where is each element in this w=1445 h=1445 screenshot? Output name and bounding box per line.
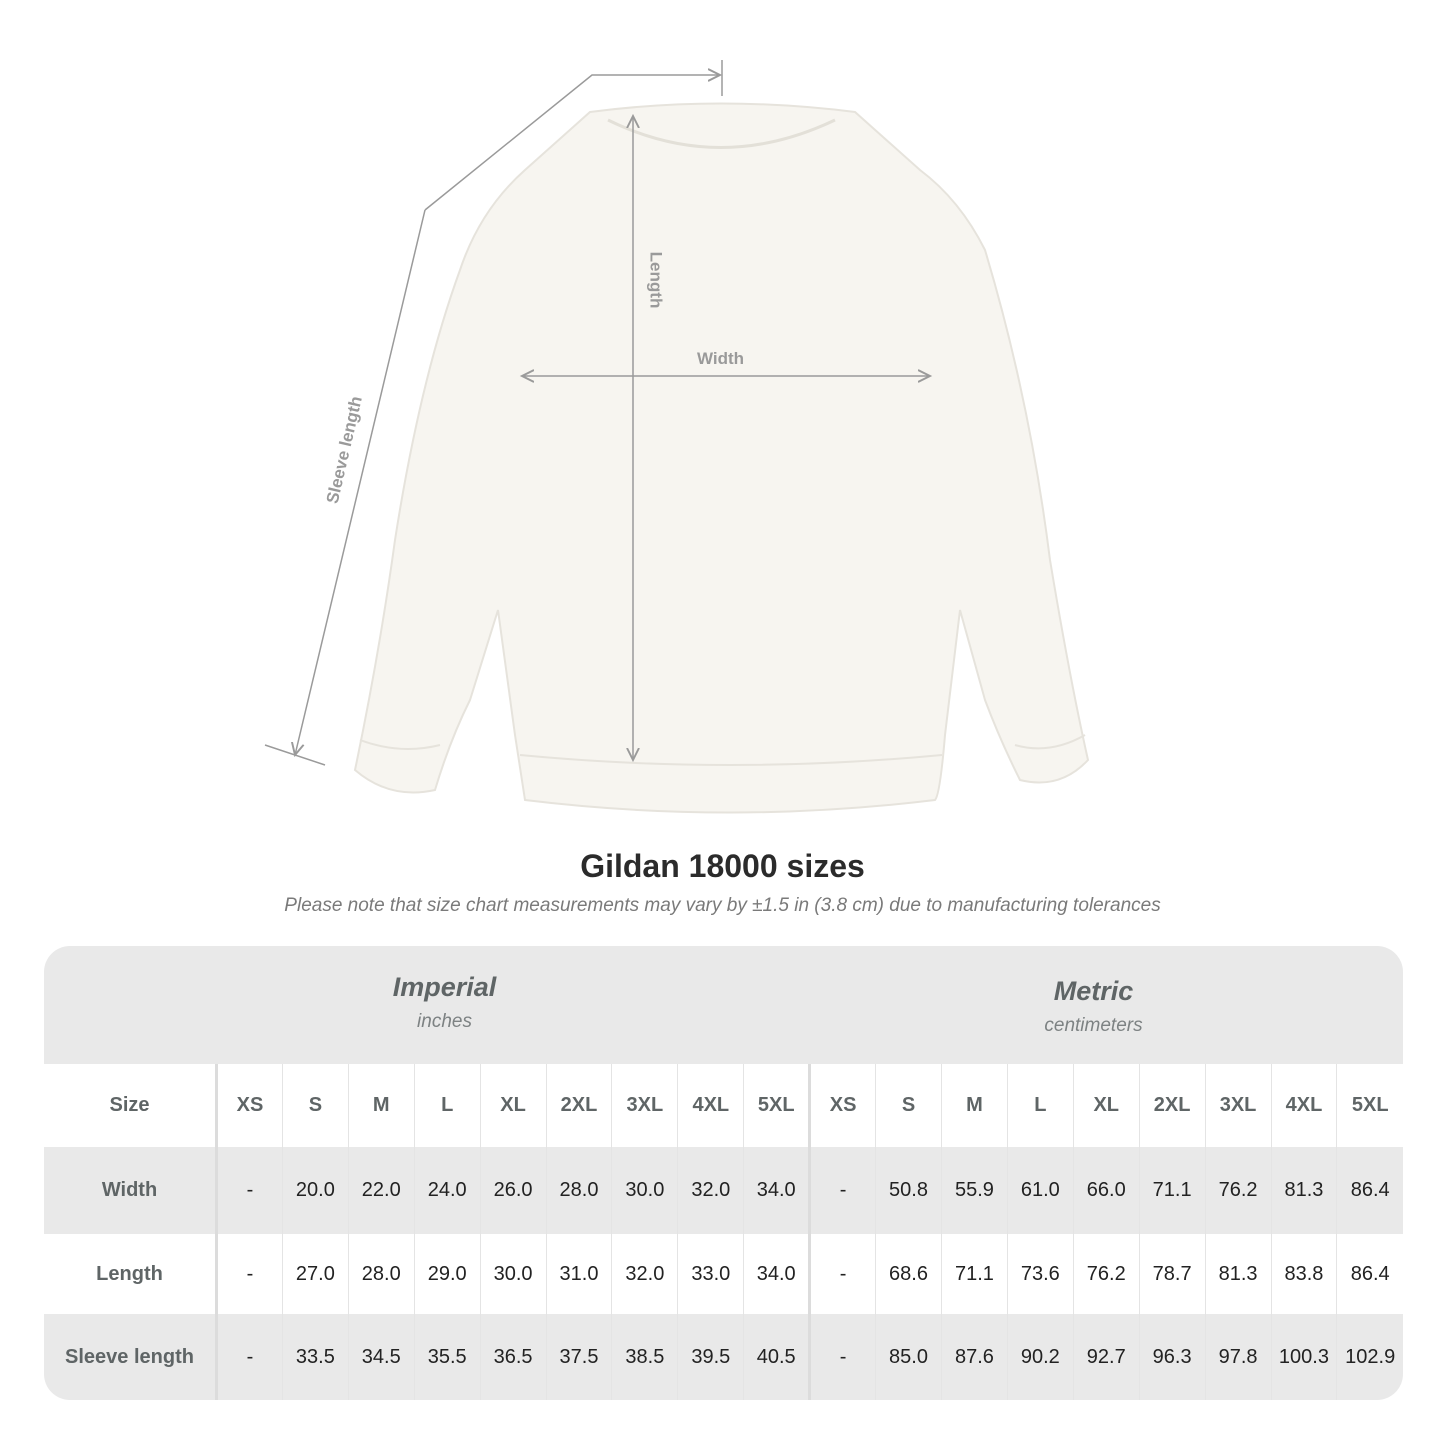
metric-value-cell: 78.7 bbox=[1138, 1234, 1206, 1314]
metric-value-cell: 96.3 bbox=[1138, 1314, 1206, 1400]
imperial-size-s: S bbox=[281, 1064, 349, 1147]
metric-value-cell: 76.2 bbox=[1204, 1147, 1271, 1234]
table-row: Width -20.0 22.0 24.0 26.0 28.0 30.0 32.0 34.0-5… bbox=[44, 1147, 1403, 1234]
metric-value-cell: 73.6 bbox=[1006, 1234, 1074, 1314]
metric-size-5xl: 5XL bbox=[1336, 1064, 1403, 1147]
metric-value-cell: - bbox=[808, 1314, 876, 1400]
length-label: Length bbox=[646, 251, 666, 309]
metric-size-s: S bbox=[875, 1064, 942, 1147]
imperial-size-4xl: 4XL bbox=[677, 1064, 744, 1147]
metric-value-cell: 50.8 bbox=[875, 1147, 942, 1234]
size-header-row: Size XS S M L XL 2XL 3XL 4XL 5XL XS S M L XL 2XL 3XL 4XL 5… bbox=[44, 1064, 1403, 1147]
sweatshirt-measurement-diagram: Length Width Sleeve length bbox=[264, 60, 1090, 814]
tolerance-note: Please note that size chart measurements… bbox=[284, 895, 1161, 916]
size-grid: Size XS S M L XL 2XL 3XL 4XL 5XL XS S M L XL 2XL 3XL 4XL 5… bbox=[44, 1064, 1403, 1400]
imperial-value-cell: - bbox=[216, 1234, 283, 1314]
imperial-value-cell: 22.0 bbox=[347, 1147, 415, 1234]
metric-value-cell: - bbox=[808, 1147, 876, 1234]
metric-value-cell: 90.2 bbox=[1006, 1314, 1074, 1400]
metric-value-cell: 100.3 bbox=[1270, 1314, 1337, 1400]
metric-value-cell: 87.6 bbox=[940, 1314, 1008, 1400]
imperial-size-xl: XL bbox=[479, 1064, 547, 1147]
imperial-value-cell: 33.5 bbox=[281, 1314, 349, 1400]
imperial-header: Imperial inches bbox=[215, 972, 674, 1033]
metric-value-cell: 86.4 bbox=[1336, 1234, 1403, 1314]
imperial-value-cell: 34.0 bbox=[743, 1147, 810, 1234]
metric-value-cell: 61.0 bbox=[1006, 1147, 1074, 1234]
metric-value-cell: 92.7 bbox=[1072, 1314, 1140, 1400]
row-label: Sleeve length bbox=[44, 1314, 218, 1400]
metric-unit: centimeters bbox=[1044, 1015, 1143, 1036]
imperial-value-cell: 36.5 bbox=[479, 1314, 547, 1400]
imperial-value-cell: 26.0 bbox=[479, 1147, 547, 1234]
imperial-value-cell: 28.0 bbox=[347, 1234, 415, 1314]
imperial-size-2xl: 2XL bbox=[545, 1064, 612, 1147]
table-row: Length -27.0 28.0 29.0 30.0 31.0 32.0 33.0 34.0-… bbox=[44, 1234, 1403, 1314]
page-title: Gildan 18000 sizes bbox=[580, 848, 865, 884]
imperial-value-cell: 38.5 bbox=[611, 1314, 678, 1400]
imperial-value-cell: 32.0 bbox=[611, 1234, 678, 1314]
imperial-value-cell: - bbox=[216, 1314, 283, 1400]
imperial-value-cell: 24.0 bbox=[413, 1147, 481, 1234]
metric-value-cell: 55.9 bbox=[940, 1147, 1008, 1234]
metric-value-cell: 68.6 bbox=[875, 1234, 942, 1314]
metric-size-4xl: 4XL bbox=[1270, 1064, 1337, 1147]
metric-value-cell: 76.2 bbox=[1072, 1234, 1140, 1314]
imperial-unit: inches bbox=[417, 1011, 472, 1032]
imperial-value-cell: 37.5 bbox=[545, 1314, 612, 1400]
imperial-value-cell: 33.0 bbox=[677, 1234, 744, 1314]
metric-value-cell: 71.1 bbox=[1138, 1147, 1206, 1234]
metric-value-cell: 81.3 bbox=[1270, 1147, 1337, 1234]
measurement-lines bbox=[264, 60, 930, 766]
imperial-size-l: L bbox=[413, 1064, 481, 1147]
size-table: Imperial inches Metric centimeters Size X… bbox=[44, 946, 1403, 1400]
metric-value-cell: 85.0 bbox=[875, 1314, 942, 1400]
metric-value-cell: 97.8 bbox=[1204, 1314, 1271, 1400]
imperial-size-5xl: 5XL bbox=[743, 1064, 810, 1147]
imperial-value-cell: 34.5 bbox=[347, 1314, 415, 1400]
metric-value-cell: - bbox=[808, 1234, 876, 1314]
table-header-band bbox=[44, 946, 1403, 1064]
metric-value-cell: 71.1 bbox=[940, 1234, 1008, 1314]
metric-value-cell: 83.8 bbox=[1270, 1234, 1337, 1314]
metric-value-cell: 102.9 bbox=[1336, 1314, 1403, 1400]
imperial-value-cell: 35.5 bbox=[413, 1314, 481, 1400]
table-row: Sleeve length -33.5 34.5 35.5 36.5 37.5 38.5 39… bbox=[44, 1314, 1403, 1400]
imperial-value-cell: 27.0 bbox=[281, 1234, 349, 1314]
imperial-value-cell: 31.0 bbox=[545, 1234, 612, 1314]
imperial-value-cell: 28.0 bbox=[545, 1147, 612, 1234]
imperial-size-m: M bbox=[347, 1064, 415, 1147]
imperial-value-cell: 39.5 bbox=[677, 1314, 744, 1400]
row-label: Width bbox=[44, 1147, 218, 1234]
metric-size-l: L bbox=[1006, 1064, 1074, 1147]
sweatshirt-image bbox=[353, 102, 1090, 814]
imperial-value-cell: 32.0 bbox=[677, 1147, 744, 1234]
metric-header: Metric centimeters bbox=[809, 976, 1378, 1037]
imperial-value-cell: 20.0 bbox=[281, 1147, 349, 1234]
metric-value-cell: 81.3 bbox=[1204, 1234, 1271, 1314]
imperial-title: Imperial bbox=[392, 972, 497, 1002]
imperial-value-cell: 30.0 bbox=[611, 1147, 678, 1234]
metric-size-xl: XL bbox=[1072, 1064, 1140, 1147]
imperial-value-cell: 29.0 bbox=[413, 1234, 481, 1314]
imperial-size-3xl: 3XL bbox=[611, 1064, 678, 1147]
imperial-value-cell: 40.5 bbox=[743, 1314, 810, 1400]
metric-value-cell: 66.0 bbox=[1072, 1147, 1140, 1234]
imperial-value-cell: 34.0 bbox=[743, 1234, 810, 1314]
imperial-value-cell: 30.0 bbox=[479, 1234, 547, 1314]
metric-title: Metric bbox=[1053, 976, 1134, 1006]
size-label: Size bbox=[44, 1064, 218, 1147]
imperial-value-cell: - bbox=[216, 1147, 283, 1234]
metric-size-m: M bbox=[940, 1064, 1008, 1147]
row-label: Length bbox=[44, 1234, 218, 1314]
metric-size-2xl: 2XL bbox=[1138, 1064, 1206, 1147]
metric-size-xs: XS bbox=[808, 1064, 876, 1147]
metric-value-cell: 86.4 bbox=[1336, 1147, 1403, 1234]
imperial-size-xs: XS bbox=[216, 1064, 283, 1147]
metric-size-3xl: 3XL bbox=[1204, 1064, 1271, 1147]
width-label: Width bbox=[697, 349, 745, 368]
